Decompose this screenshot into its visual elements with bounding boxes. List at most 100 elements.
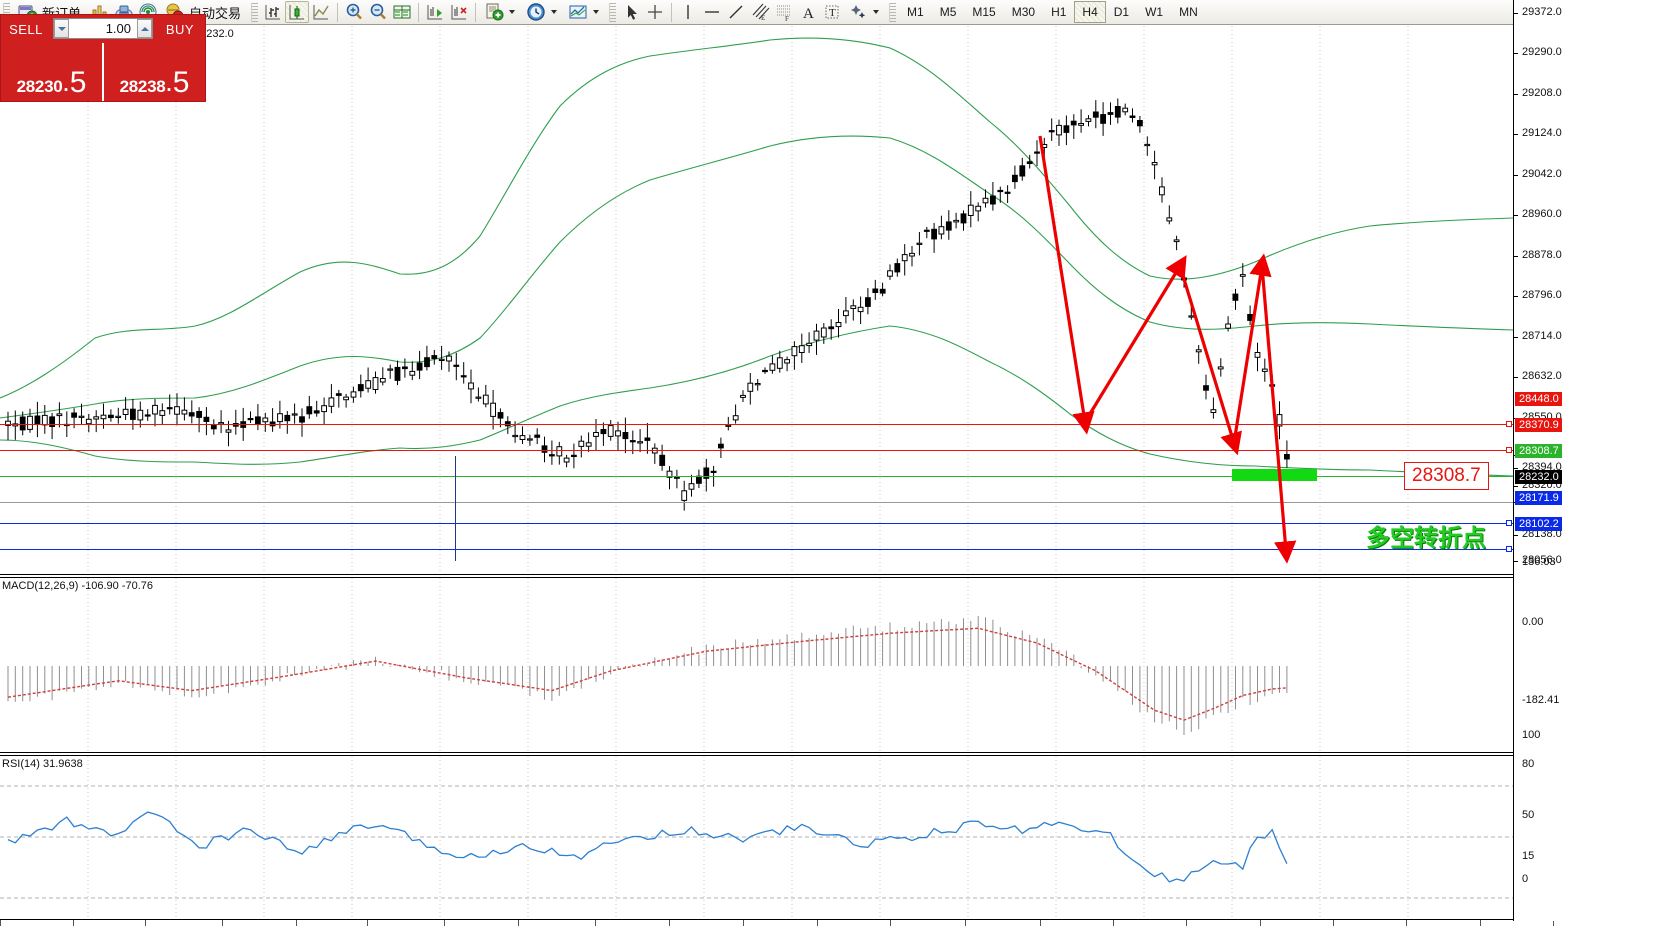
sell-button[interactable]: SELL — [9, 21, 43, 37]
chart-shift-button[interactable] — [447, 1, 471, 23]
price-tick-mark — [1514, 377, 1518, 378]
price-level-label-pivot[interactable]: 28308.7 — [1515, 444, 1562, 458]
price-tick: 28796.0 — [1514, 289, 1661, 301]
price-tick-label: 28796.0 — [1522, 289, 1562, 301]
volume-stepper[interactable]: 1.00 — [53, 18, 153, 39]
price-tick-label: 29208.0 — [1522, 87, 1562, 99]
zoom-in-button[interactable] — [342, 1, 366, 23]
period-button[interactable] — [522, 0, 564, 24]
sell-price[interactable]: 28230 . 5 — [1, 43, 104, 101]
volume-increment-button[interactable] — [137, 19, 152, 38]
indicators-dropdown-caret[interactable] — [593, 10, 600, 14]
fibonacci-button[interactable]: F — [772, 1, 796, 23]
toolbar-grip-3[interactable] — [609, 2, 617, 22]
vertical-cursor-line[interactable] — [455, 456, 456, 561]
period-dropdown-caret[interactable] — [551, 10, 558, 14]
price-tick-label: 28960.0 — [1522, 208, 1562, 220]
level-line-28102[interactable] — [0, 549, 1513, 550]
timeframe-mn[interactable]: MN — [1179, 5, 1198, 19]
one-click-trading-prices: 28230 . 5 28238 . 5 — [1, 43, 205, 101]
bar-chart-type-button[interactable] — [261, 1, 285, 23]
chart-bottom-border — [0, 919, 1513, 920]
text-button[interactable]: A — [796, 1, 820, 23]
timeframe-m1[interactable]: M1 — [907, 5, 924, 19]
toolbar-grip-4[interactable] — [889, 2, 897, 22]
horizontal-line-button[interactable] — [700, 1, 724, 23]
trendline-button[interactable] — [724, 1, 748, 23]
rsi-panel[interactable]: RSI(14) 31.9638 — [0, 756, 1513, 920]
price-chart-panel[interactable]: 28308.7 多空转折点 — [0, 26, 1513, 947]
price-tick-mark — [1514, 296, 1518, 297]
template-button[interactable] — [480, 0, 522, 24]
price-tick-mark — [1514, 134, 1518, 135]
pivot-callout[interactable]: 28308.7 — [1404, 462, 1489, 490]
price-tick-mark — [1514, 256, 1518, 257]
crosshair-button[interactable] — [643, 1, 667, 23]
toolbar-grip[interactable] — [3, 2, 10, 22]
price-level-label-support-2[interactable]: 28102.2 — [1515, 517, 1562, 531]
macd-axis-tick: 0.00 — [1522, 616, 1544, 628]
price-tick: 29208.0 — [1514, 87, 1661, 99]
time-tick-mark — [669, 920, 670, 926]
objects-button[interactable] — [844, 0, 886, 24]
data-window-button[interactable] — [390, 1, 414, 23]
svg-text:T: T — [829, 7, 836, 19]
rsi-svg — [0, 756, 1513, 920]
line-chart-button[interactable] — [309, 1, 333, 23]
objects-dropdown-caret[interactable] — [873, 10, 880, 14]
rsi-axis-tick: 15 — [1522, 850, 1535, 862]
template-dropdown-caret[interactable] — [509, 10, 516, 14]
one-click-trading-panel[interactable]: SELL 1.00 BUY 28230 . 5 28238 . 5 — [0, 14, 206, 102]
volume-input[interactable]: 1.00 — [105, 21, 131, 36]
time-tick-mark — [890, 920, 891, 926]
zoom-out-button[interactable] — [366, 1, 390, 23]
equidistant-channel-button[interactable]: E — [748, 1, 772, 23]
price-level-label-last-price[interactable]: 28232.0 — [1515, 470, 1562, 484]
price-level-label-support-1[interactable]: 28171.9 — [1515, 491, 1562, 505]
price-tick-mark — [1514, 486, 1518, 487]
volume-decrement-button[interactable] — [54, 19, 69, 38]
timeframe-h1[interactable]: H1 — [1051, 5, 1067, 19]
time-tick-mark — [743, 920, 744, 926]
price-tick-label: 29290.0 — [1522, 46, 1562, 58]
time-tick-mark — [0, 920, 1, 926]
price-level-label-resistance-2[interactable]: 28370.9 — [1515, 418, 1562, 432]
cursor-icon — [620, 1, 642, 23]
horizontal-line-icon — [701, 1, 723, 23]
candlestick-chart-button[interactable] — [285, 1, 310, 23]
chart-area[interactable]: DJ30-,H4 28246.0 28263.0 28103.0 28232.0 — [0, 26, 1661, 947]
buy-button[interactable]: BUY — [165, 21, 195, 37]
price-level-label-resistance-1[interactable]: 28448.0 — [1515, 392, 1562, 406]
time-tick-mark — [965, 920, 966, 926]
level-handle-28448[interactable] — [1506, 421, 1512, 427]
price-tick: 28960.0 — [1514, 208, 1661, 220]
timeframe-h4[interactable]: H4 — [1074, 1, 1106, 23]
vertical-line-button[interactable] — [676, 1, 700, 23]
level-handle-28102[interactable] — [1506, 546, 1512, 552]
buy-price[interactable]: 28238 . 5 — [104, 43, 205, 101]
timeframe-m15[interactable]: M15 — [972, 5, 996, 19]
timeframe-m5[interactable]: M5 — [939, 5, 957, 19]
macd-panel[interactable]: MACD(12,26,9) -106.90 -70.76 — [0, 578, 1513, 754]
timeframe-m30[interactable]: M30 — [1011, 5, 1036, 19]
timeframe-d1[interactable]: D1 — [1113, 5, 1130, 19]
fibonacci-icon: F — [773, 1, 795, 23]
price-axis[interactable]: 29372.0 29290.0 29208.0 29124.0 29042.0 28960… — [1513, 0, 1661, 921]
time-tick-mark — [222, 920, 223, 926]
auto-scroll-button[interactable] — [423, 1, 447, 23]
level-line-28448[interactable] — [0, 424, 1513, 425]
level-handle-28171[interactable] — [1506, 520, 1512, 526]
level-line-28171[interactable] — [0, 523, 1513, 524]
text-label-button[interactable]: T — [820, 1, 844, 23]
price-tick-label: 29124.0 — [1522, 127, 1562, 139]
timeframe-w1[interactable]: W1 — [1145, 5, 1164, 19]
level-line-28308[interactable] — [0, 476, 1513, 477]
price-tick-mark — [1514, 175, 1518, 176]
level-handle-28370[interactable] — [1506, 447, 1512, 453]
level-line-28370[interactable] — [0, 450, 1513, 451]
indicators-button[interactable] — [564, 0, 606, 24]
pivot-highlight-band[interactable] — [1232, 469, 1317, 481]
toolbar-grip-2[interactable] — [251, 2, 259, 22]
cursor-button[interactable] — [619, 1, 643, 23]
sell-price-fraction: 5 — [69, 65, 87, 99]
